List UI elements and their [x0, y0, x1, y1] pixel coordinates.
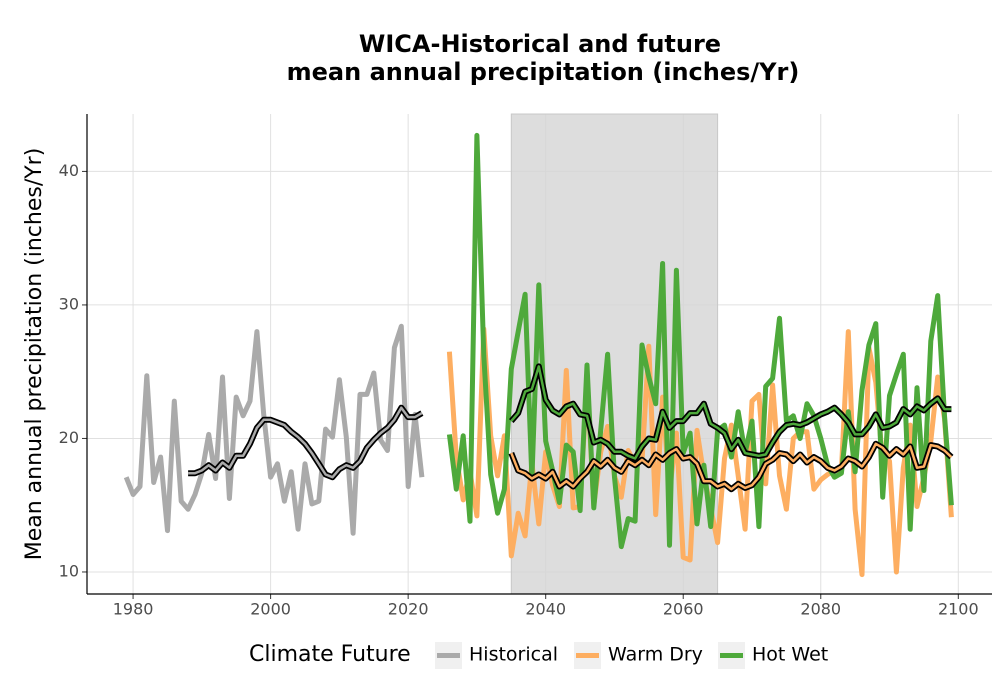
y-tick-label: 10: [59, 561, 79, 580]
x-tick-label: 2100: [938, 600, 979, 619]
y-tick-label: 20: [59, 428, 79, 447]
legend-title: Climate Future: [249, 642, 411, 667]
x-tick-label: 1980: [113, 600, 154, 619]
x-tick-label: 2040: [525, 600, 566, 619]
y-tick-label: 30: [59, 294, 79, 313]
series-line: [446, 132, 954, 550]
x-tick-label: 2020: [388, 600, 429, 619]
smooth-line: [510, 442, 953, 491]
chart-title: WICA-Historical and future: [359, 30, 721, 58]
smooth-line: [510, 365, 952, 460]
x-tick-label: 2060: [663, 600, 704, 619]
smooth-line: [188, 406, 423, 479]
series-line: [123, 323, 425, 536]
chart-title: mean annual precipitation (inches/Yr): [287, 58, 800, 86]
y-tick-label: 40: [59, 161, 79, 180]
x-tick-label: 2080: [800, 600, 841, 619]
legend-label: Historical: [469, 644, 558, 666]
x-tick-label: 2000: [250, 600, 291, 619]
legend-label: Warm Dry: [608, 644, 703, 666]
y-axis-label: Mean annual precipitation (inches/Yr): [22, 148, 47, 561]
legend-label: Hot Wet: [752, 644, 828, 666]
